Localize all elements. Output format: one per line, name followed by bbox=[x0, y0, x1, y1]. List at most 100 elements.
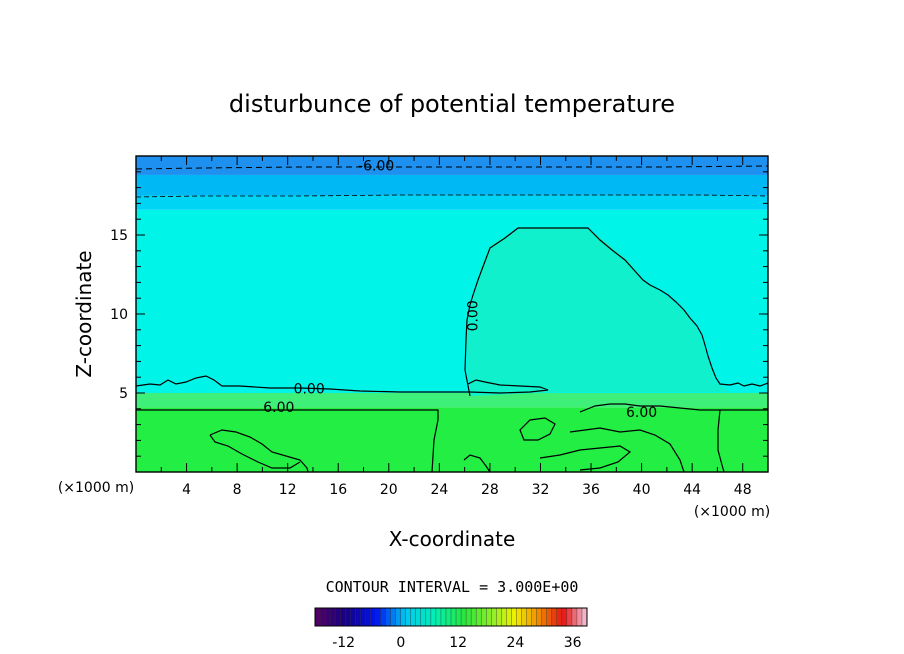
colorbar-cell bbox=[476, 608, 482, 626]
x-tick-label: 28 bbox=[481, 482, 499, 498]
contour-six-top bbox=[136, 409, 439, 472]
x-tick-label: 48 bbox=[734, 482, 752, 498]
colorbar-cell bbox=[405, 608, 412, 626]
colorbar-cell bbox=[531, 608, 538, 626]
contour-label-2: 0.00 bbox=[294, 381, 325, 397]
x-unit-right: (×1000 m) bbox=[694, 504, 770, 520]
colorbar-cell bbox=[360, 608, 366, 626]
colorbar-cell bbox=[410, 608, 417, 626]
fill-layer-3 bbox=[136, 195, 768, 210]
colorbar-cell bbox=[521, 608, 528, 626]
x-axis-ticks: 4 8 12 16 20 24 28 32 36 40 44 48 bbox=[160, 156, 752, 498]
x-axis-label: X-coordinate bbox=[389, 527, 516, 551]
fill-layer-0 bbox=[136, 407, 768, 472]
colorbar-cell bbox=[576, 608, 583, 626]
chart-title: disturbunce of potential temperature bbox=[229, 90, 675, 118]
colorbar-cell bbox=[486, 608, 492, 626]
colorbar-cell bbox=[440, 608, 447, 626]
colorbar-cell bbox=[546, 608, 553, 626]
colorbar-cell bbox=[526, 608, 533, 626]
contour-label-1: 0.00 bbox=[465, 300, 481, 331]
x-tick-label: 24 bbox=[430, 482, 448, 498]
colorbar-cell bbox=[456, 608, 462, 626]
colorbar-cell bbox=[581, 608, 588, 626]
x-unit-left: (×1000 m) bbox=[58, 480, 134, 496]
contour-interval: CONTOUR INTERVAL = 3.000E+00 bbox=[326, 578, 579, 596]
colorbar-cell bbox=[380, 608, 387, 626]
colorbar-cell bbox=[511, 608, 517, 626]
colorbar-cell bbox=[561, 608, 568, 626]
colorbar-cell bbox=[330, 608, 336, 626]
colorbar-cell bbox=[420, 608, 427, 626]
contour-label-0: -6.00 bbox=[358, 158, 394, 174]
fill-layer-1 bbox=[136, 393, 768, 408]
colorbar-cell bbox=[325, 608, 331, 626]
y-tick-label: 15 bbox=[110, 228, 128, 244]
colorbar-cell bbox=[320, 608, 326, 626]
contour-zero-plume bbox=[464, 227, 768, 397]
colorbar-cell bbox=[566, 608, 573, 626]
colorbar-cell bbox=[445, 608, 452, 626]
colorbar-tick-label: 36 bbox=[564, 635, 582, 651]
plume-region bbox=[465, 228, 730, 396]
colorbar-cell bbox=[536, 608, 543, 626]
fill-layer-5 bbox=[136, 156, 768, 175]
colorbar-cell bbox=[541, 608, 548, 626]
contour-label-4: 6.00 bbox=[626, 405, 657, 421]
colorbar-cell bbox=[385, 608, 392, 626]
colorbar-cell bbox=[551, 608, 558, 626]
colorbar-cell bbox=[340, 608, 346, 626]
colorbar-cell bbox=[461, 608, 467, 626]
colorbar-tick-label: 12 bbox=[449, 635, 467, 651]
colorbar-cell bbox=[425, 608, 432, 626]
colorbar-cell bbox=[365, 608, 371, 626]
y-axis-ticks: 5 10 15 bbox=[110, 171, 768, 457]
contour-neg6 bbox=[136, 165, 768, 170]
colorbar-cell bbox=[395, 608, 402, 626]
colorbar-ticks: -12 0 12 24 36 bbox=[332, 635, 581, 651]
colorbar-cell bbox=[466, 608, 472, 626]
y-tick-label: 5 bbox=[119, 386, 128, 402]
fill-layer-4 bbox=[136, 174, 768, 196]
colorbar-cell bbox=[435, 608, 442, 626]
colorbar-cell bbox=[345, 608, 351, 626]
fill-layers bbox=[136, 156, 768, 472]
colorbar-cell bbox=[370, 608, 376, 626]
colorbar-cell bbox=[496, 608, 502, 626]
colorbar-tick-label: -12 bbox=[332, 635, 355, 651]
colorbar bbox=[314, 607, 588, 627]
colorbar-cell bbox=[506, 608, 512, 626]
contour-six-right bbox=[463, 403, 768, 472]
x-tick-label: 36 bbox=[582, 482, 600, 498]
y-axis-label: Z-coordinate bbox=[72, 250, 96, 377]
colorbar-cell bbox=[491, 608, 497, 626]
colorbar-cell bbox=[471, 608, 477, 626]
colorbar-cell bbox=[481, 608, 487, 626]
contour-lines bbox=[136, 165, 768, 472]
contour-six-inner bbox=[209, 429, 309, 472]
contour-label-3: 6.00 bbox=[263, 400, 294, 416]
colorbar-cell bbox=[571, 608, 578, 626]
x-tick-label: 4 bbox=[182, 482, 191, 498]
colorbar-cell bbox=[516, 608, 523, 626]
colorbar-cell bbox=[430, 608, 437, 626]
colorbar-cell bbox=[400, 608, 407, 626]
colorbar-cell bbox=[355, 608, 361, 626]
x-tick-label: 40 bbox=[633, 482, 651, 498]
x-tick-label: 8 bbox=[233, 482, 242, 498]
colorbar-cell bbox=[390, 608, 397, 626]
contour-zero-low bbox=[136, 375, 549, 394]
colorbar-cell bbox=[556, 608, 563, 626]
colorbar-frame bbox=[314, 607, 588, 627]
colorbar-cell bbox=[335, 608, 341, 626]
x-tick-label: 20 bbox=[380, 482, 398, 498]
contour-labels: -6.000.000.006.00 6.00 bbox=[263, 158, 657, 420]
x-tick-label: 44 bbox=[683, 482, 701, 498]
contour-neg3 bbox=[136, 194, 768, 198]
colorbar-cell bbox=[315, 608, 321, 626]
x-tick-label: 16 bbox=[329, 482, 347, 498]
colorbar-cell bbox=[451, 608, 457, 626]
colorbar-tick-label: 24 bbox=[507, 635, 525, 651]
